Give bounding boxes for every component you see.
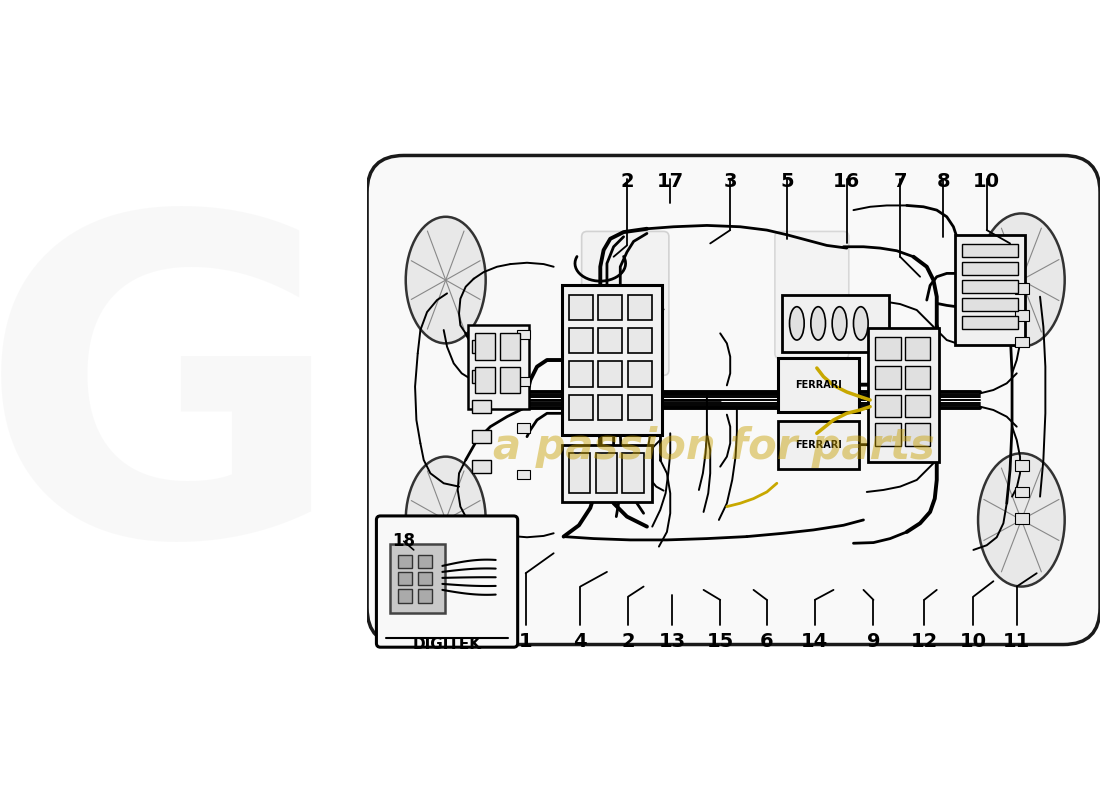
Bar (500, 334, 520, 360)
Text: 5: 5 (780, 172, 794, 191)
Bar (598, 394, 623, 420)
Bar (628, 394, 651, 420)
Text: 12: 12 (911, 632, 937, 651)
Text: 7: 7 (893, 172, 906, 191)
Text: 11: 11 (1003, 632, 1031, 651)
Text: 18: 18 (393, 532, 416, 550)
Bar (905, 423, 931, 446)
Bar (475, 334, 495, 360)
Bar (398, 554, 412, 568)
Bar (1014, 514, 1030, 524)
Text: 8: 8 (936, 172, 950, 191)
Bar (569, 454, 591, 494)
Bar (628, 294, 651, 320)
Text: 2: 2 (621, 632, 635, 651)
Ellipse shape (978, 454, 1065, 586)
Bar (623, 454, 643, 494)
Bar (500, 366, 520, 394)
Bar (595, 454, 617, 494)
Bar (1014, 310, 1030, 321)
Bar (962, 244, 1018, 258)
Bar (876, 338, 901, 360)
Text: 10: 10 (974, 172, 1000, 191)
Text: 4: 4 (573, 632, 587, 651)
Text: FERRARI: FERRARI (795, 440, 842, 450)
Text: 9: 9 (867, 632, 880, 651)
FancyBboxPatch shape (868, 328, 938, 462)
Bar (569, 362, 593, 386)
FancyBboxPatch shape (781, 294, 889, 352)
Text: 3: 3 (724, 172, 737, 191)
FancyBboxPatch shape (562, 285, 662, 435)
FancyBboxPatch shape (582, 231, 669, 375)
Ellipse shape (790, 306, 804, 340)
Bar (876, 394, 901, 418)
Text: 13: 13 (659, 632, 685, 651)
Bar (398, 590, 412, 602)
Bar (517, 423, 530, 433)
Bar (905, 366, 931, 389)
Bar (418, 572, 432, 586)
Ellipse shape (811, 306, 825, 340)
Text: GLD: GLD (0, 198, 996, 628)
Text: 17: 17 (657, 172, 684, 191)
FancyBboxPatch shape (367, 155, 1100, 645)
Bar (962, 316, 1018, 330)
FancyBboxPatch shape (469, 325, 529, 409)
Bar (398, 572, 412, 586)
Bar (1014, 460, 1030, 470)
Bar (418, 554, 432, 568)
Bar (569, 328, 593, 354)
Bar (598, 362, 623, 386)
Bar (628, 328, 651, 354)
Bar (472, 460, 491, 474)
Bar (962, 262, 1018, 275)
Bar (569, 394, 593, 420)
Ellipse shape (978, 214, 1065, 346)
Text: 14: 14 (801, 632, 828, 651)
Bar (472, 430, 491, 443)
Text: FERRARI: FERRARI (795, 380, 842, 390)
FancyBboxPatch shape (562, 445, 652, 502)
Bar (475, 366, 495, 394)
FancyBboxPatch shape (778, 358, 859, 412)
Text: 1: 1 (519, 632, 532, 651)
Ellipse shape (406, 217, 486, 343)
Bar (598, 294, 623, 320)
Text: 10: 10 (960, 632, 987, 651)
Bar (517, 470, 530, 479)
FancyBboxPatch shape (376, 516, 518, 647)
Ellipse shape (833, 306, 847, 340)
Bar (962, 280, 1018, 294)
Bar (1014, 337, 1030, 347)
Ellipse shape (854, 306, 868, 340)
Bar (876, 366, 901, 389)
Bar (517, 330, 530, 339)
Bar (1014, 486, 1030, 498)
Bar (472, 370, 491, 383)
Ellipse shape (406, 457, 486, 583)
FancyBboxPatch shape (778, 422, 859, 469)
Text: 6: 6 (760, 632, 773, 651)
Bar (472, 400, 491, 414)
Bar (517, 377, 530, 386)
Bar (1014, 283, 1030, 294)
Bar (418, 590, 432, 602)
Text: a passion for parts: a passion for parts (493, 426, 934, 468)
FancyBboxPatch shape (389, 544, 446, 613)
Bar (905, 338, 931, 360)
Bar (628, 362, 651, 386)
Bar (905, 394, 931, 418)
FancyBboxPatch shape (955, 234, 1025, 346)
Text: 15: 15 (706, 632, 734, 651)
Text: DIGITEK: DIGITEK (412, 637, 482, 652)
Bar (876, 423, 901, 446)
Bar (569, 294, 593, 320)
Text: 2: 2 (620, 172, 634, 191)
Bar (472, 340, 491, 354)
FancyBboxPatch shape (774, 231, 849, 358)
Bar (962, 298, 1018, 311)
Bar (598, 328, 623, 354)
Text: 16: 16 (833, 172, 860, 191)
